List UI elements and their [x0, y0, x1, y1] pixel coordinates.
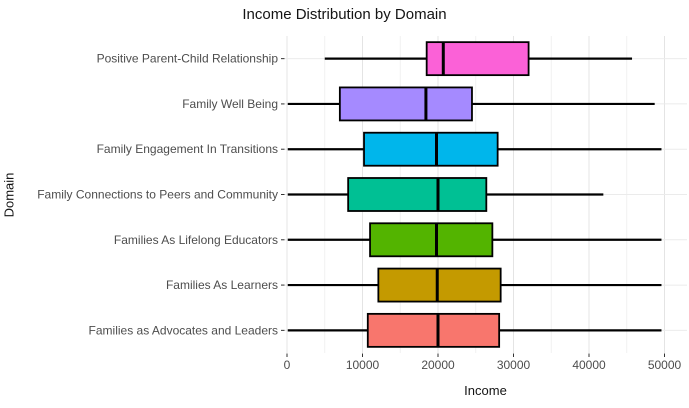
x-axis-title: Income: [464, 383, 507, 398]
y-category-label: Families As Lifelong Educators: [114, 233, 278, 247]
y-category-label: Family Well Being: [182, 97, 278, 111]
x-tick-label: 20000: [421, 358, 455, 372]
x-tick-label: 40000: [572, 358, 606, 372]
box-iqr: [377, 267, 502, 303]
boxplot-row: [287, 131, 662, 167]
y-category-label: Family Engagement In Transitions: [97, 142, 278, 156]
y-category-label: Positive Parent-Child Relationship: [97, 52, 279, 66]
box-iqr: [363, 131, 499, 167]
x-tick-label: 0: [284, 358, 291, 372]
box-iqr: [347, 177, 488, 212]
x-tick-label: 30000: [497, 358, 531, 372]
y-axis-title: Domain: [1, 172, 17, 218]
box-iqr: [338, 86, 473, 122]
box-iqr: [369, 222, 494, 258]
boxplot-row: [287, 86, 655, 122]
box-iqr: [366, 312, 501, 348]
boxplot-row: [287, 312, 662, 348]
boxplot-row: [287, 222, 662, 258]
y-category-label: Family Connections to Peers and Communit…: [37, 188, 278, 202]
x-tick-label: 10000: [346, 358, 380, 372]
boxplot-row: [324, 41, 633, 77]
chart-title: Income Distribution by Domain: [242, 6, 447, 23]
boxplot-row: [287, 177, 604, 212]
boxplot-row: [287, 267, 662, 303]
y-category-label: Families as Advocates and Leaders: [89, 323, 278, 337]
y-category-label: Families As Learners: [166, 278, 278, 292]
x-tick-label: 50000: [648, 358, 682, 372]
